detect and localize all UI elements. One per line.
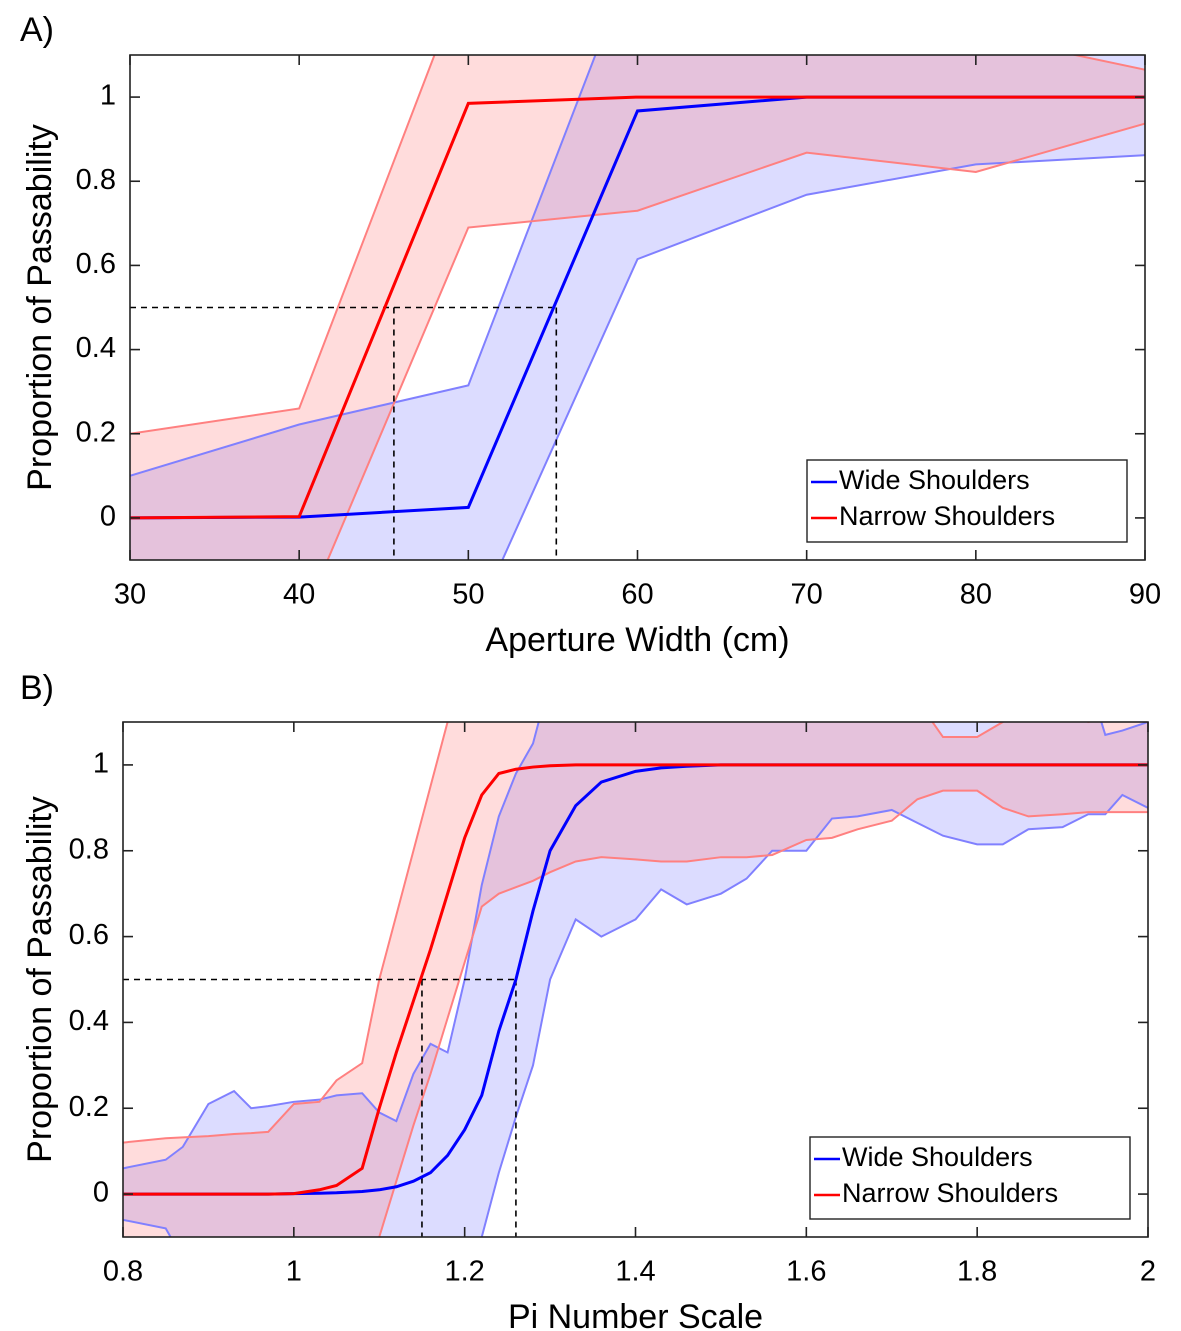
y-tick-label: 0.2 bbox=[76, 416, 116, 448]
y-tick-label: 0.4 bbox=[76, 332, 116, 364]
band-fill bbox=[123, 722, 1148, 1237]
panel: 0 0.2 0.4 0.6 0.8 1 30 40 50 60 70 80 90 Aperture Wid… bbox=[20, 11, 1161, 659]
band-edge bbox=[130, 55, 597, 477]
y-axis-label: Proportion of Passability bbox=[21, 124, 59, 491]
x-tick-label: 80 bbox=[960, 579, 992, 611]
plot-area bbox=[123, 722, 1148, 1237]
y-axis-label: Proportion of Passability bbox=[21, 796, 59, 1163]
series-line bbox=[123, 763, 1148, 1196]
x-tick-label: 60 bbox=[621, 579, 653, 611]
y-tick-label: 0.8 bbox=[69, 833, 109, 865]
x-axis-label: Pi Number Scale bbox=[508, 1298, 763, 1331]
band-edge bbox=[123, 722, 1148, 1144]
x-tick-label: 1.8 bbox=[957, 1256, 997, 1288]
legend: Wide Shoulders Narrow Shoulders bbox=[809, 1136, 1131, 1220]
legend-box bbox=[809, 1136, 1131, 1220]
band-edge bbox=[130, 55, 1145, 435]
x-tick-label: 1.6 bbox=[786, 1256, 826, 1288]
x-tick-label: 1.4 bbox=[615, 1256, 655, 1288]
band-fill bbox=[130, 55, 1145, 560]
x-tick-label: 1 bbox=[286, 1256, 302, 1288]
x-axis-label: Aperture Width (cm) bbox=[485, 621, 789, 659]
legend: Wide Shoulders Narrow Shoulders bbox=[806, 459, 1128, 543]
plot-area bbox=[130, 55, 1145, 560]
band-edge bbox=[326, 122, 1145, 560]
x-tick-label: 2 bbox=[1140, 1256, 1156, 1288]
series-line bbox=[130, 95, 1145, 520]
x-tick-label: 30 bbox=[114, 579, 146, 611]
x-tick-label: 0.8 bbox=[103, 1256, 143, 1288]
panel-label: B) bbox=[20, 669, 54, 707]
legend-label: Narrow Shoulders bbox=[842, 1178, 1058, 1208]
legend-label: Wide Shoulders bbox=[842, 1142, 1033, 1172]
x-tick-label: 70 bbox=[791, 579, 823, 611]
legend-label: Wide Shoulders bbox=[839, 465, 1030, 495]
band-edge bbox=[123, 722, 1148, 1170]
y-tick-label: 0.2 bbox=[69, 1091, 109, 1123]
band-edge bbox=[501, 154, 1145, 560]
y-tick-label: 0.6 bbox=[76, 248, 116, 280]
band-fill bbox=[130, 55, 1145, 560]
y-tick-label: 0.6 bbox=[69, 919, 109, 951]
y-tick-label: 0 bbox=[100, 501, 116, 533]
legend-label: Narrow Shoulders bbox=[839, 501, 1055, 531]
band-edge bbox=[123, 793, 1148, 1237]
panel: 0 0.2 0.4 0.6 0.8 1 0.8 1 1.2 1.4 1.6 1.8 2 Pi Number… bbox=[20, 669, 1156, 1331]
y-tick-label: 0.8 bbox=[76, 164, 116, 196]
x-tick-label: 40 bbox=[283, 579, 315, 611]
x-tick-label: 1.2 bbox=[445, 1256, 485, 1288]
x-tick-label: 50 bbox=[452, 579, 484, 611]
x-tick-label: 90 bbox=[1129, 579, 1161, 611]
y-tick-label: 0.4 bbox=[69, 1005, 109, 1037]
panel-label: A) bbox=[20, 11, 54, 49]
y-tick-label: 1 bbox=[100, 80, 116, 112]
band-edge bbox=[377, 789, 1148, 1237]
y-tick-label: 1 bbox=[93, 748, 109, 780]
y-tick-label: 0 bbox=[93, 1177, 109, 1209]
legend-box bbox=[806, 459, 1128, 543]
